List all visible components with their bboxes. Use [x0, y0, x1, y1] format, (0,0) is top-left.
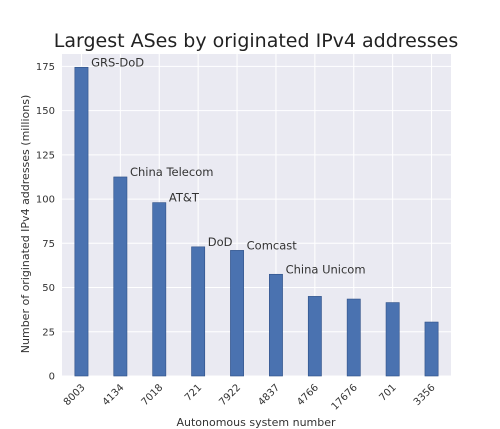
y-tick-label: 100	[36, 195, 55, 206]
bar-7922	[230, 250, 244, 377]
x-tick-labels: 8003 4134 7018 721 7922 4837 4766 17676 701 3356	[62, 382, 438, 412]
x-tick-label: 8003	[62, 382, 88, 408]
bar-annotation: GRS-DoD	[91, 55, 144, 69]
bar-annotation: DoD	[208, 235, 233, 249]
annotations: GRS-DoD China Telecom AT&T DoD Comcast China …	[91, 55, 365, 276]
x-tick-label: 4837	[256, 382, 282, 408]
y-tick-label: 125	[36, 150, 55, 161]
bar-4134	[113, 176, 128, 377]
bar-annotation: China Unicom	[286, 262, 366, 276]
x-tick-label: 7922	[217, 382, 243, 408]
y-axis-label: Number of originated IPv4 addresses (mil…	[19, 95, 32, 353]
x-axis-label: Autonomous system number	[176, 416, 336, 429]
y-tick-label: 50	[42, 283, 55, 294]
y-tick-labels: 0 25 50 75 100 125 150 175	[36, 62, 55, 383]
x-tick-label: 3356	[412, 382, 438, 408]
bar-4766	[307, 296, 322, 377]
bar-7018	[152, 202, 167, 377]
bar-8003	[74, 66, 89, 377]
bar-3356	[424, 321, 439, 377]
bar-annotation: China Telecom	[130, 165, 213, 179]
x-tick-label: 4134	[101, 382, 127, 408]
bar-annotation: Comcast	[247, 238, 298, 252]
bar-4837	[269, 273, 283, 377]
y-tick-label: 25	[42, 327, 55, 338]
bar-721	[191, 246, 206, 377]
x-tick-label: 4766	[295, 382, 321, 408]
y-tick-label: 0	[49, 372, 55, 383]
y-tick-label: 150	[36, 106, 55, 117]
bar-annotation: AT&T	[169, 191, 200, 205]
y-tick-label: 175	[36, 62, 55, 73]
bars	[74, 66, 439, 377]
chart-title: Largest ASes by originated IPv4 addresse…	[54, 30, 459, 52]
x-tick-label: 17676	[330, 382, 360, 412]
x-tick-label: 7018	[140, 382, 166, 408]
y-tick-label: 75	[42, 239, 55, 250]
bar-17676	[346, 298, 361, 377]
x-tick-label: 701	[377, 382, 398, 403]
bar-701	[385, 302, 400, 377]
x-tick-label: 721	[183, 382, 204, 403]
